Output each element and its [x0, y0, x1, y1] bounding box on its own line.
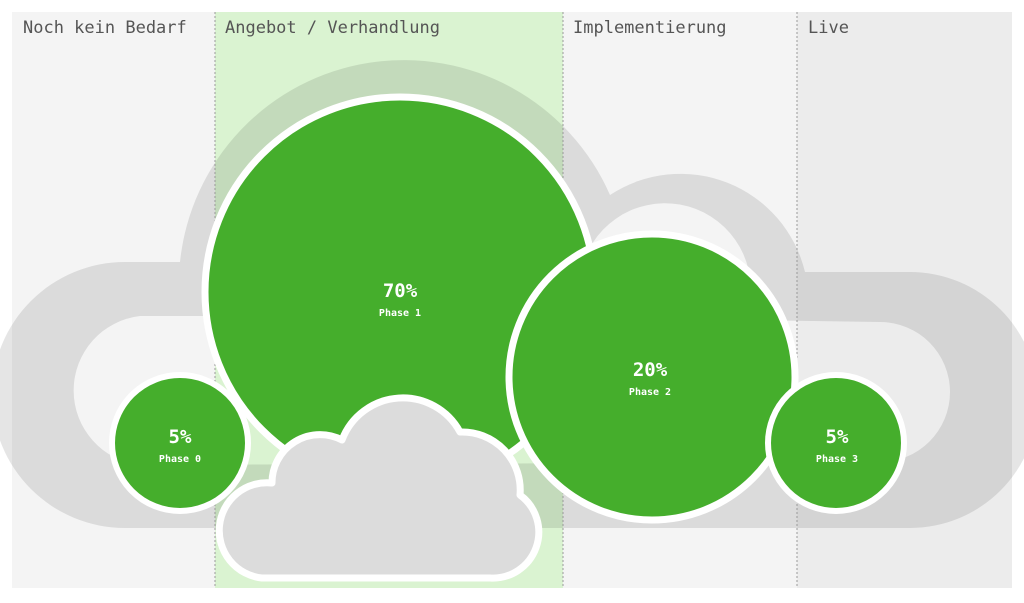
phase-3-label: Phase 3: [816, 454, 858, 465]
phase-2-percent: 20%: [633, 359, 668, 381]
phase-0-label: Phase 0: [159, 454, 201, 465]
phase-3-percent: 5%: [826, 426, 849, 448]
phase-0-bubble: [109, 372, 251, 514]
phase-3-bubble: [765, 372, 907, 514]
phase-0-percent: 5%: [169, 426, 192, 448]
column-label-offer: Angebot / Verhandlung: [225, 18, 440, 38]
foreground-cloud: [215, 394, 543, 582]
phase-1-percent: 70%: [383, 280, 418, 302]
phase-2-bubble: [505, 230, 799, 524]
column-label-live: Live: [808, 18, 849, 38]
column-label-no-demand: Noch kein Bedarf: [23, 18, 187, 38]
column-label-implementation: Implementierung: [573, 18, 727, 38]
phase-1-label: Phase 1: [379, 308, 421, 319]
phase-2-label: Phase 2: [629, 387, 671, 398]
